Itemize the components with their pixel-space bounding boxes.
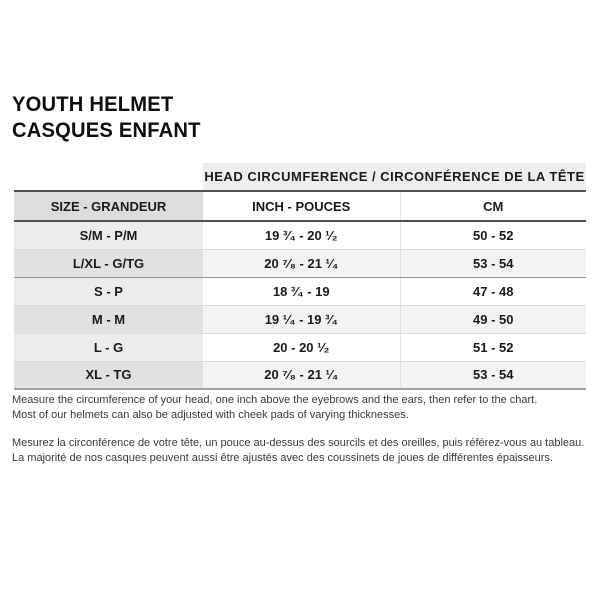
inch-cell: 19 ¹⁄₄ - 19 ³⁄₄ [203, 305, 400, 334]
table-row: M - M 19 ¹⁄₄ - 19 ³⁄₄ 49 - 50 [14, 305, 587, 334]
size-cell: S/M - P/M [14, 221, 203, 250]
table-row: XL - TG 20 ⁷⁄₈ - 21 ¹⁄₄ 53 - 54 [14, 361, 587, 390]
page-title-en: YOUTH HELMET [12, 93, 174, 116]
note-french: Mesurez la circonférence de votre tête, … [12, 436, 590, 466]
measurement-notes: Measure the circumference of your head, … [12, 393, 590, 479]
corner-cell [14, 163, 203, 191]
note-english-line1: Measure the circumference of your head, … [12, 394, 538, 406]
note-french-line1: Mesurez la circonférence de votre tête, … [12, 437, 585, 449]
table-row: S/M - P/M 19 ³⁄₄ - 20 ¹⁄₂ 50 - 52 [14, 221, 587, 250]
cm-cell: 47 - 48 [399, 277, 587, 306]
cm-cell: 49 - 50 [399, 305, 587, 334]
size-chart-table: HEAD CIRCUMFERENCE / CIRCONFÉRENCE DE LA… [14, 163, 587, 390]
note-english: Measure the circumference of your head, … [12, 393, 590, 423]
band-header: HEAD CIRCUMFERENCE / CIRCONFÉRENCE DE LA… [203, 163, 587, 191]
page-title-fr: CASQUES ENFANT [12, 119, 201, 142]
size-cell: M - M [14, 305, 203, 334]
table-row: L/XL - G/TG 20 ⁷⁄₈ - 21 ¹⁄₄ 53 - 54 [14, 249, 587, 278]
inch-cell: 20 ⁷⁄₈ - 21 ¹⁄₄ [203, 361, 400, 390]
inch-cell: 19 ³⁄₄ - 20 ¹⁄₂ [203, 221, 400, 250]
column-header-cm: CM [399, 190, 587, 222]
column-header-size: SIZE - GRANDEUR [14, 190, 203, 222]
size-cell: L - G [14, 333, 203, 362]
size-cell: XL - TG [14, 361, 203, 390]
inch-cell: 18 ³⁄₄ - 19 [203, 277, 400, 306]
inch-cell: 20 - 20 ¹⁄₂ [203, 333, 400, 362]
cm-cell: 50 - 52 [399, 221, 587, 250]
page-title: YOUTH HELMET CASQUES ENFANT [12, 92, 201, 144]
column-header-inch: INCH - POUCES [203, 190, 400, 222]
table-row: L - G 20 - 20 ¹⁄₂ 51 - 52 [14, 333, 587, 362]
column-header-row: SIZE - GRANDEUR INCH - POUCES CM [14, 190, 587, 222]
cm-cell: 53 - 54 [399, 361, 587, 390]
size-cell: S - P [14, 277, 203, 306]
note-english-line2: Most of our helmets can also be adjusted… [12, 409, 409, 421]
cm-cell: 51 - 52 [399, 333, 587, 362]
note-french-line2: La majorité de nos casques peuvent aussi… [12, 452, 553, 464]
band-row: HEAD CIRCUMFERENCE / CIRCONFÉRENCE DE LA… [14, 163, 587, 191]
table-row: S - P 18 ³⁄₄ - 19 47 - 48 [14, 277, 587, 306]
size-cell: L/XL - G/TG [14, 249, 203, 278]
inch-cell: 20 ⁷⁄₈ - 21 ¹⁄₄ [203, 249, 400, 278]
cm-cell: 53 - 54 [399, 249, 587, 278]
